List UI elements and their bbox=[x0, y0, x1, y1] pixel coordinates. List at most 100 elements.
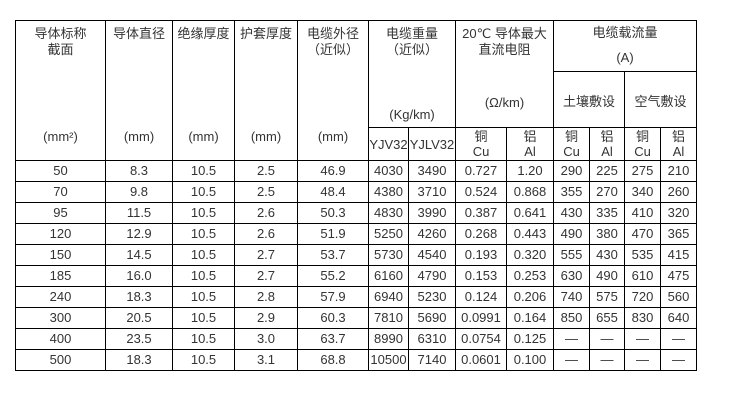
header-air-cu: 铜 Cu bbox=[624, 127, 661, 161]
cell: — bbox=[624, 349, 661, 371]
cell: 270 bbox=[589, 181, 625, 203]
header-row-3: YJV32 YJLV32 铜 Cu 铝 Al 铜 Cu 铝 Al bbox=[16, 127, 697, 161]
cell: 340 bbox=[624, 181, 661, 203]
cell: 0.253 bbox=[506, 265, 554, 287]
cell: — bbox=[660, 349, 697, 371]
cell: — bbox=[589, 349, 625, 371]
header-conductor-section: 导体标称 截面 (mm²) bbox=[15, 20, 106, 161]
cell: 0.0754 bbox=[455, 328, 507, 350]
cell: — bbox=[624, 328, 661, 350]
cell: 7810 bbox=[368, 307, 409, 329]
cell: 475 bbox=[660, 265, 697, 287]
cell: 10.5 bbox=[172, 223, 235, 245]
cell: 10.5 bbox=[172, 286, 235, 308]
cell: 430 bbox=[553, 202, 590, 224]
header-soil-cu: 铜 Cu bbox=[553, 127, 590, 161]
cell: 0.443 bbox=[506, 223, 554, 245]
table-row: 50 8.3 10.5 2.5 46.9 4030 3490 0.727 1.20 290 225 2… bbox=[15, 160, 697, 182]
cell: 46.9 bbox=[297, 160, 369, 182]
header-title: 导体直径 bbox=[112, 26, 165, 41]
cell: 0.0991 bbox=[455, 307, 507, 329]
cell: 50 bbox=[15, 160, 106, 182]
cell: 240 bbox=[15, 286, 106, 308]
table-row: 120 12.9 10.5 2.6 51.9 5250 4260 0.268 0.443 490 3… bbox=[15, 223, 697, 245]
header-conductor-diameter: 导体直径 (mm) bbox=[105, 20, 173, 161]
header-ampacity-group: 电缆载流量 (A) bbox=[553, 20, 697, 72]
cell: 12.9 bbox=[105, 223, 173, 245]
header-title: 电缆外径 （近似） bbox=[306, 26, 359, 57]
cell: 4030 bbox=[368, 160, 409, 182]
cell: 2.8 bbox=[234, 286, 298, 308]
header-unit: (mm) bbox=[123, 129, 155, 144]
cell: 2.6 bbox=[234, 223, 298, 245]
cell: 290 bbox=[553, 160, 590, 182]
cell: 0.100 bbox=[506, 349, 554, 371]
cell: 10.5 bbox=[172, 349, 235, 371]
cell: 120 bbox=[15, 223, 106, 245]
cell: — bbox=[660, 328, 697, 350]
cell: 4790 bbox=[408, 265, 456, 287]
cell: 630 bbox=[553, 265, 590, 287]
cell: 535 bbox=[624, 244, 661, 266]
cell: 4540 bbox=[408, 244, 456, 266]
table-row: 150 14.5 10.5 2.7 53.7 5730 4540 0.193 0.320 555 4… bbox=[15, 244, 697, 266]
cell: 210 bbox=[660, 160, 697, 182]
cell: 10.5 bbox=[172, 181, 235, 203]
cell: 320 bbox=[660, 202, 697, 224]
cell: 57.9 bbox=[297, 286, 369, 308]
cell: 655 bbox=[589, 307, 625, 329]
cell: 260 bbox=[660, 181, 697, 203]
cell: 0.164 bbox=[506, 307, 554, 329]
cell: 23.5 bbox=[105, 328, 173, 350]
cell: 0.524 bbox=[455, 181, 507, 203]
cell: 0.153 bbox=[455, 265, 507, 287]
table-row: 240 18.3 10.5 2.8 57.9 6940 5230 0.124 0.206 740 5… bbox=[15, 286, 697, 308]
cell: 53.7 bbox=[297, 244, 369, 266]
cell: 0.193 bbox=[455, 244, 507, 266]
cell: 555 bbox=[553, 244, 590, 266]
cell: 185 bbox=[15, 265, 106, 287]
table-row: 95 11.5 10.5 2.6 50.3 4830 3990 0.387 0.641 430 33… bbox=[15, 202, 697, 224]
header-soil-al: 铝 Al bbox=[589, 127, 625, 161]
header-title: 护套厚度 bbox=[239, 26, 292, 41]
header-row-1: 导体标称 截面 (mm²) 导体直径 (mm) bbox=[15, 20, 697, 161]
cell: 490 bbox=[553, 223, 590, 245]
cell: 5250 bbox=[368, 223, 409, 245]
cell: 850 bbox=[553, 307, 590, 329]
cell: 560 bbox=[660, 286, 697, 308]
cell: 6160 bbox=[368, 265, 409, 287]
header-unit: (A) bbox=[616, 49, 634, 65]
cell: 150 bbox=[15, 244, 106, 266]
header-unit: (mm) bbox=[317, 129, 349, 144]
header-resistance-cu: 铜 Cu bbox=[455, 127, 507, 161]
cell: 5690 bbox=[408, 307, 456, 329]
table-row: 185 16.0 10.5 2.7 55.2 6160 4790 0.153 0.253 630 4… bbox=[15, 265, 697, 287]
cell: 740 bbox=[553, 286, 590, 308]
cell: 4830 bbox=[368, 202, 409, 224]
header-yjlv32: YJLV32 bbox=[408, 127, 456, 161]
cell: 9.8 bbox=[105, 181, 173, 203]
table-row: 70 9.8 10.5 2.5 48.4 4380 3710 0.524 0.868 355 270… bbox=[15, 181, 697, 203]
cell: 10.5 bbox=[172, 265, 235, 287]
cell: 4260 bbox=[408, 223, 456, 245]
cell: 51.9 bbox=[297, 223, 369, 245]
cell: 365 bbox=[660, 223, 697, 245]
cell: 0.641 bbox=[506, 202, 554, 224]
cell: 3710 bbox=[408, 181, 456, 203]
cell: 2.7 bbox=[234, 244, 298, 266]
cell: — bbox=[553, 349, 590, 371]
cell: 14.5 bbox=[105, 244, 173, 266]
cell: 68.8 bbox=[297, 349, 369, 371]
cell: 11.5 bbox=[105, 202, 173, 224]
cell: 430 bbox=[589, 244, 625, 266]
header-air-al: 铝 Al bbox=[660, 127, 697, 161]
header-cable-weight-group: 电缆重量 （近似） (Kg/km) bbox=[368, 20, 456, 128]
cell: 380 bbox=[589, 223, 625, 245]
cell: 0.320 bbox=[506, 244, 554, 266]
cell: 490 bbox=[589, 265, 625, 287]
cell: 6310 bbox=[408, 328, 456, 350]
cell: 10500 bbox=[368, 349, 409, 371]
header-title: 20℃ 导体最大 直流电阻 bbox=[462, 26, 547, 57]
cell: 640 bbox=[660, 307, 697, 329]
cell: 3490 bbox=[408, 160, 456, 182]
